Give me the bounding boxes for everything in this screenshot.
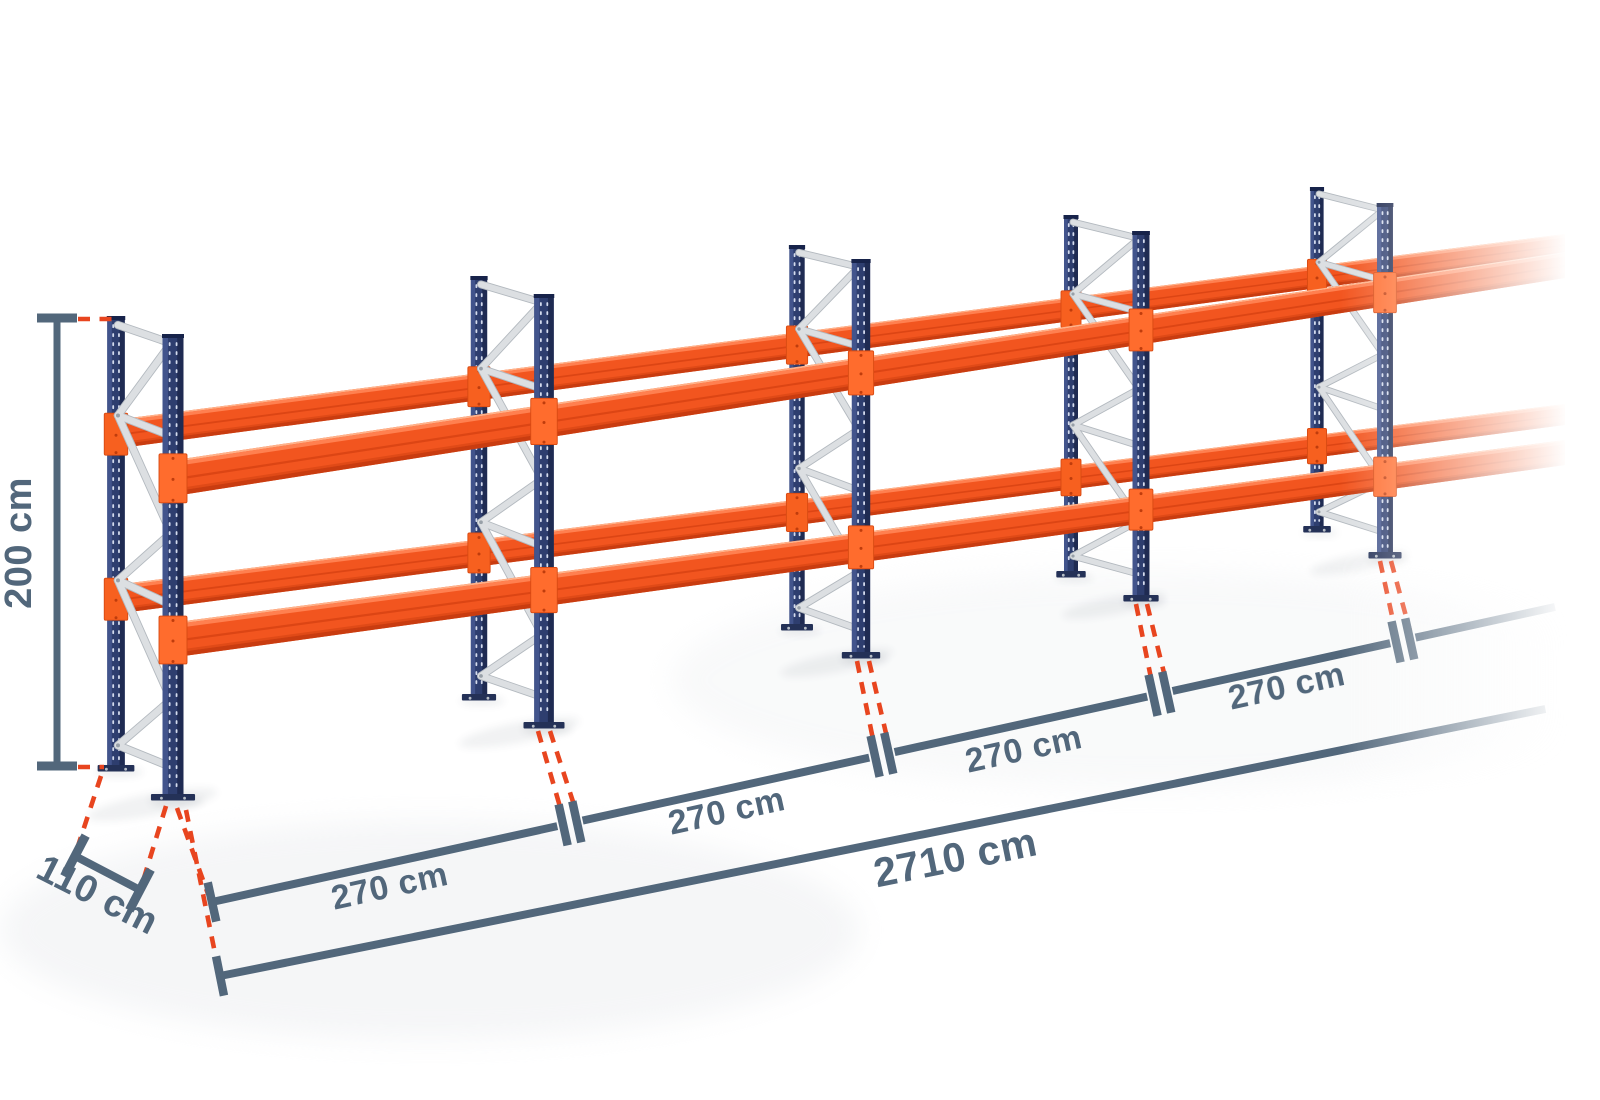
rack-scene: [0, 187, 1600, 1040]
frame-1-front-post: [150, 334, 196, 801]
frame-2-back-post: [461, 276, 497, 701]
frame-braces: [477, 280, 546, 701]
front-connectors: [158, 271, 1397, 665]
frame-braces: [113, 320, 176, 772]
dimension-lines: [37, 313, 1556, 997]
frame-1-back-post: [97, 316, 135, 772]
frame-4-front-post: [1123, 231, 1159, 602]
total-dimension: [211, 705, 1547, 997]
depth-dimension: [60, 833, 155, 913]
frame-braces: [795, 248, 863, 634]
frame-2-front-post: [523, 294, 565, 729]
height-dimension: [37, 313, 77, 771]
height-label: 200 cm: [0, 477, 40, 609]
bay-dimension: [203, 603, 1556, 923]
